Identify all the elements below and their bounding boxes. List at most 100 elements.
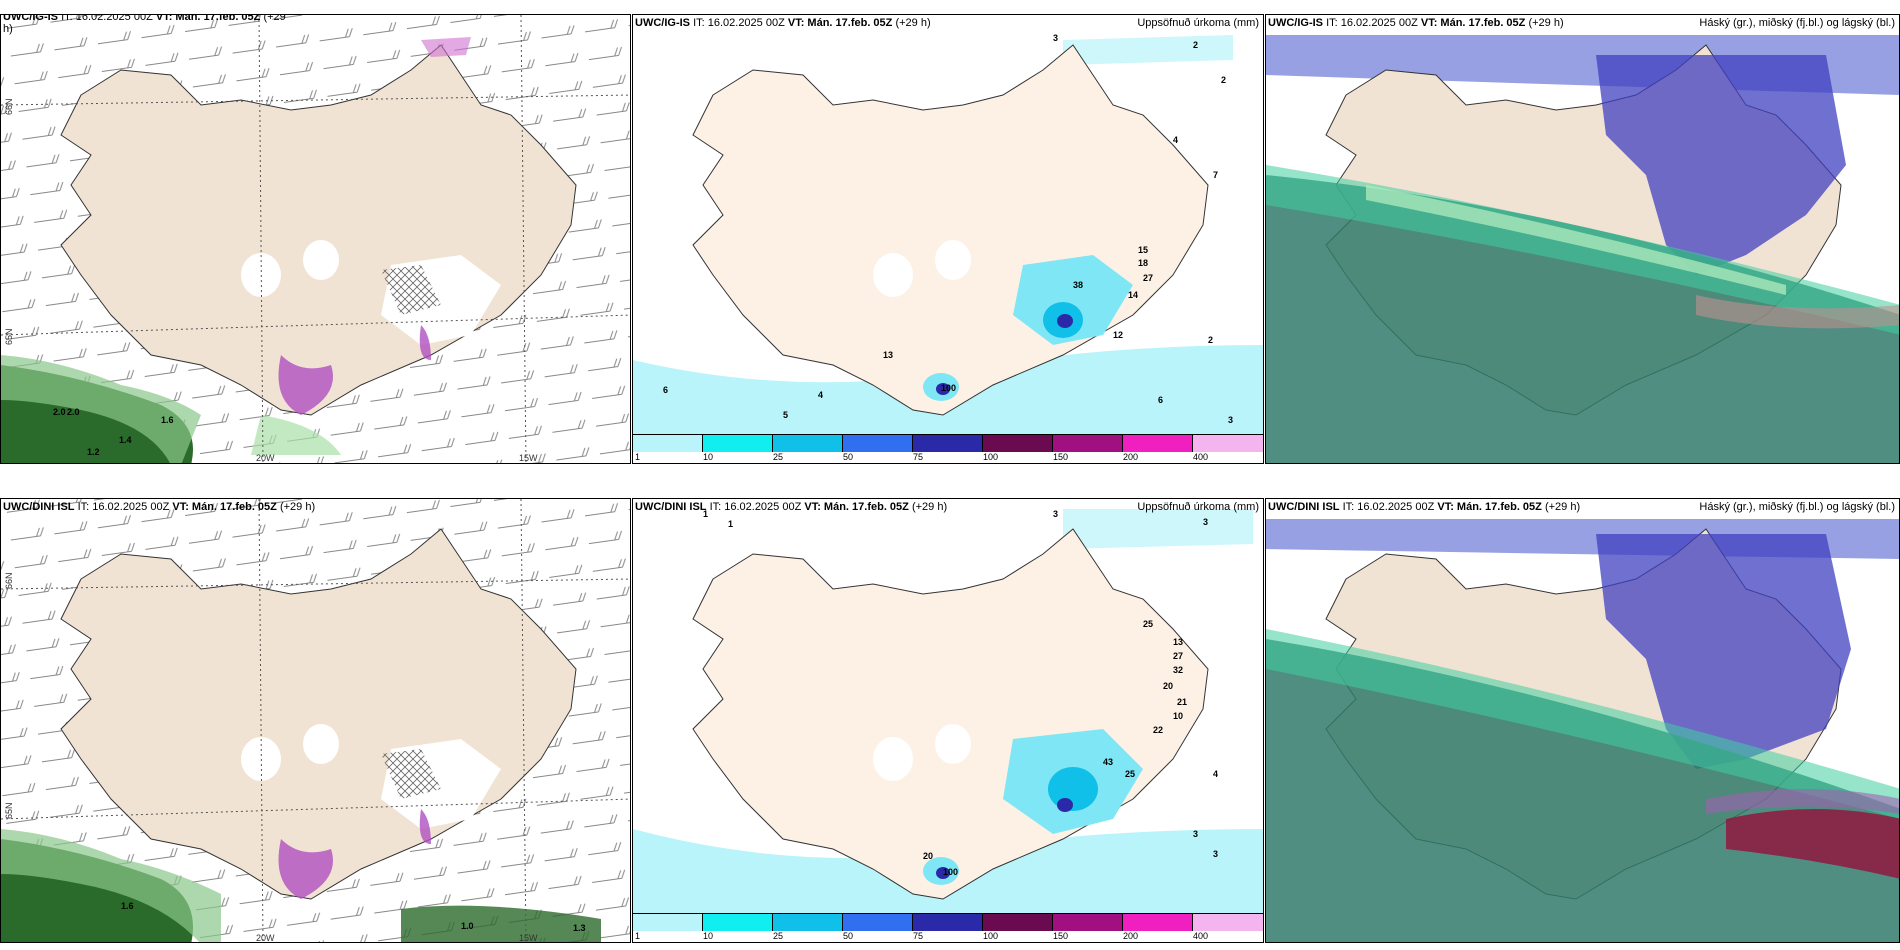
legend-label: 1 xyxy=(635,452,641,462)
precip-value: 6 xyxy=(663,385,669,395)
lat-label: 66N xyxy=(4,572,14,589)
wind-label: 1.2 xyxy=(87,447,100,457)
legend-swatch xyxy=(843,435,913,452)
precip-value: 2 xyxy=(1221,75,1227,85)
legend-swatch xyxy=(913,435,983,452)
precip-value: 3 xyxy=(1228,415,1234,425)
legend-label: 100 xyxy=(983,452,999,462)
precip-value: 5 xyxy=(783,410,789,420)
legend-label: 100 xyxy=(983,931,999,941)
legend-swatch xyxy=(843,914,913,931)
precip-value: 2 xyxy=(1193,40,1199,50)
precip-value: 27 xyxy=(1143,273,1154,283)
cloud-map xyxy=(1266,499,1899,942)
precip-value: 25 xyxy=(1125,769,1136,779)
precip-value: 21 xyxy=(1177,697,1188,707)
precip-value: 10 xyxy=(1173,711,1184,721)
top-wind-panel: UWC/IG-IS IT: 16.02.2025 00Z VT: Mán. 17… xyxy=(0,14,631,464)
legend-label: 1 xyxy=(635,931,641,941)
precip-legend: 1 10 25 50 75 100 150 200 400 xyxy=(633,434,1263,463)
panel-title: UWC/DINI ISL IT: 16.02.2025 00Z VT: Mán.… xyxy=(635,501,948,513)
legend-swatch xyxy=(1193,914,1263,931)
legend-label: 25 xyxy=(773,452,784,462)
wind-label: 2.0 xyxy=(67,407,80,417)
panel-title: UWC/DINI ISL IT: 16.02.2025 00Z VT: Mán.… xyxy=(3,501,316,513)
legend-label: 200 xyxy=(1123,452,1139,462)
legend-swatch xyxy=(983,435,1053,452)
precip-value: 14 xyxy=(1128,290,1139,300)
legend-label: 10 xyxy=(703,931,714,941)
panel-title: UWC/IG-IS IT: 16.02.2025 00Z VT: Mán. 17… xyxy=(1268,17,1564,29)
panel-title: UWC/IG-IS IT: 16.02.2025 00Z VT: Mán. 17… xyxy=(635,17,931,29)
legend-swatch xyxy=(913,914,983,931)
legend-swatch xyxy=(1123,914,1193,931)
lat-label: 65N xyxy=(4,328,14,345)
precip-value: 20 xyxy=(923,851,934,861)
legend-label: 200 xyxy=(1123,931,1139,941)
precip-value: 22 xyxy=(1153,725,1164,735)
lat-label: 65N xyxy=(4,802,14,819)
legend-label: 25 xyxy=(773,931,784,941)
legend-label: 150 xyxy=(1053,931,1069,941)
wind-label: 1.3 xyxy=(573,923,586,933)
lat-label: 66N xyxy=(4,98,14,115)
precip-map xyxy=(633,499,1263,916)
legend-swatch xyxy=(1123,435,1193,452)
precip-value: 43 xyxy=(1103,757,1114,767)
legend-label: 50 xyxy=(843,452,854,462)
precip-value: 13 xyxy=(1173,637,1184,647)
wind-label: 1.4 xyxy=(119,435,132,445)
legend-swatch xyxy=(1193,435,1263,452)
precip-value: 15 xyxy=(1138,245,1149,255)
precip-value: 1 xyxy=(703,509,709,519)
legend-label: 150 xyxy=(1053,452,1069,462)
panel-right-title: Uppsöfnuð úrkoma (mm) xyxy=(1137,501,1259,513)
precip-value: 13 xyxy=(883,350,894,360)
precip-value: 4 xyxy=(818,390,824,400)
legend-swatch xyxy=(633,914,703,931)
legend-swatch xyxy=(1053,435,1123,452)
precip-value: 7 xyxy=(1213,170,1219,180)
legend-swatch xyxy=(773,914,843,931)
wind-label: 1.0 xyxy=(461,921,474,931)
wind-map xyxy=(1,499,630,942)
precip-value: 3 xyxy=(1213,849,1219,859)
legend-swatch xyxy=(1053,914,1123,931)
wind-map xyxy=(1,15,630,463)
precip-value: 12 xyxy=(1113,330,1124,340)
precip-value: 3 xyxy=(1053,509,1059,519)
panel-title: UWC/DINI ISL IT: 16.02.2025 00Z VT: Mán.… xyxy=(1268,501,1581,513)
lon-label: 15W xyxy=(519,933,538,943)
precip-value: 3 xyxy=(1203,517,1209,527)
wind-label: 1.6 xyxy=(161,415,174,425)
precip-value: 100 xyxy=(941,383,957,393)
precip-value: 38 xyxy=(1073,280,1084,290)
precip-value: 3 xyxy=(1193,829,1199,839)
top-precip-panel: UWC/IG-IS IT: 16.02.2025 00Z VT: Mán. 17… xyxy=(632,14,1264,464)
legend-swatch xyxy=(703,914,773,931)
precip-value: 3 xyxy=(1053,33,1059,43)
legend-label: 400 xyxy=(1193,452,1209,462)
legend-label: 50 xyxy=(843,931,854,941)
precip-value: 18 xyxy=(1138,258,1149,268)
precip-value: 2 xyxy=(1208,335,1214,345)
legend-swatch xyxy=(633,435,703,452)
bottom-cloud-panel: UWC/DINI ISL IT: 16.02.2025 00Z VT: Mán.… xyxy=(1265,498,1900,943)
precip-value: 4 xyxy=(1173,135,1179,145)
panel-title: UWC/IG-IS IT: 16.02.2025 00Z VT: Mán. 17… xyxy=(3,14,286,35)
panel-right-title: Háský (gr.), miðský (fj.bl.) og lágský (… xyxy=(1699,17,1895,29)
lon-label: 20W xyxy=(256,933,275,943)
precip-value: 4 xyxy=(1213,769,1219,779)
cloud-map xyxy=(1266,15,1899,463)
wind-label: 1.6 xyxy=(121,901,134,911)
precip-map xyxy=(633,15,1263,437)
panel-right-title: Háský (gr.), miðský (fj.bl.) og lágský (… xyxy=(1699,501,1895,513)
legend-label: 400 xyxy=(1193,931,1209,941)
bottom-precip-panel: UWC/DINI ISL IT: 16.02.2025 00Z VT: Mán.… xyxy=(632,498,1264,943)
legend-swatch xyxy=(983,914,1053,931)
precip-legend: 1 10 25 50 75 100 150 200 400 xyxy=(633,913,1263,942)
lon-label: 20W xyxy=(256,453,275,463)
precip-value: 20 xyxy=(1163,681,1174,691)
precip-value: 25 xyxy=(1143,619,1154,629)
precip-value: 100 xyxy=(943,867,959,877)
